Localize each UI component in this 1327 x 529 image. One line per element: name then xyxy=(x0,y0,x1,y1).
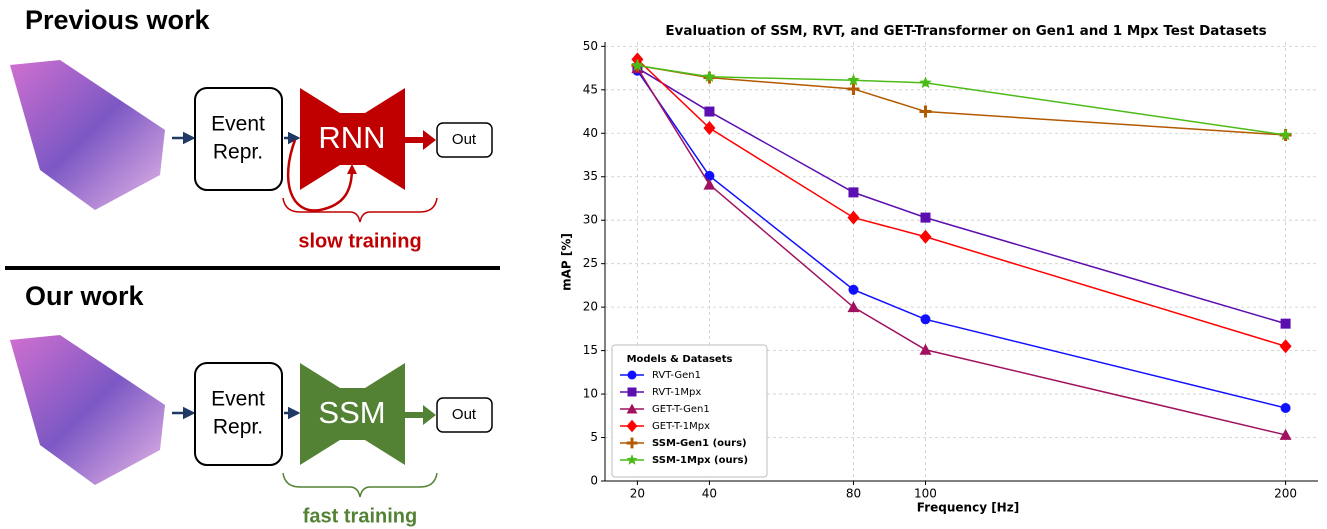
series-line xyxy=(637,64,1286,136)
y-tick-label: 30 xyxy=(583,213,598,227)
brace xyxy=(282,472,438,498)
legend-title: Models & Datasets xyxy=(627,354,733,365)
repr-box xyxy=(194,362,283,466)
point xyxy=(704,170,715,181)
box-label: Repr. xyxy=(213,416,263,439)
point xyxy=(703,121,716,136)
legend-box xyxy=(611,344,768,478)
event-cloud xyxy=(10,335,165,485)
brace xyxy=(282,197,438,223)
legend-label: RVT-Gen1 xyxy=(652,370,701,381)
ssm-block xyxy=(300,363,405,465)
x-axis-label: Frequency [Hz] xyxy=(917,501,1019,515)
legend: Models & Datasets RVT-Gen1 RVT-1Mpx GET-T-G… xyxy=(611,344,768,478)
x-tick-label: 40 xyxy=(702,487,717,501)
legend-label: SSM-1Mpx (ours) xyxy=(652,455,748,466)
point xyxy=(919,229,932,244)
y-tick-label: 25 xyxy=(583,256,598,270)
point xyxy=(847,73,860,86)
point xyxy=(631,59,644,71)
box-label: Repr. xyxy=(213,141,263,164)
heading: Our work xyxy=(25,281,145,311)
x-tick-label: 100 xyxy=(914,487,937,501)
point xyxy=(1279,428,1292,440)
point xyxy=(847,82,860,95)
box-label: Event xyxy=(211,388,265,411)
point xyxy=(1280,402,1291,413)
heading: Previous work xyxy=(25,5,211,35)
x-tick-label: 200 xyxy=(1274,487,1297,501)
point xyxy=(847,301,860,313)
point xyxy=(848,187,859,198)
note: slow training xyxy=(298,230,421,252)
point xyxy=(1279,339,1292,354)
y-tick-label: 35 xyxy=(583,169,598,183)
legend-marker xyxy=(627,387,637,397)
x-tick-label: 80 xyxy=(846,487,861,501)
legend-label: SSM-Gen1 (ours) xyxy=(652,438,747,449)
chart: Evaluation of SSM, RVT, and GET-Transfor… xyxy=(560,23,1318,515)
repr-box xyxy=(194,87,283,191)
y-tick-label: 0 xyxy=(590,474,598,488)
arrow-head xyxy=(423,130,436,150)
arrow-head xyxy=(423,405,436,425)
point xyxy=(703,70,716,82)
y-tick-label: 15 xyxy=(583,343,598,357)
point xyxy=(919,105,932,118)
note: fast training xyxy=(303,505,417,527)
legend-marker xyxy=(626,419,638,433)
point xyxy=(848,284,859,295)
y-tick-label: 5 xyxy=(590,430,598,444)
point xyxy=(919,76,932,89)
series-line xyxy=(637,64,1286,136)
block-label: RNN xyxy=(318,120,385,155)
legend-marker xyxy=(626,454,638,465)
y-tick-label: 10 xyxy=(583,387,598,401)
point xyxy=(919,343,932,355)
series-line xyxy=(636,58,1286,347)
out-label: Out xyxy=(452,131,477,148)
point xyxy=(1279,128,1292,141)
y-tick-label: 20 xyxy=(583,300,598,314)
out-box xyxy=(436,122,493,158)
legend-marker xyxy=(627,370,637,380)
out-label: Out xyxy=(452,406,477,423)
point xyxy=(703,178,716,190)
y-axis-label: mAP [%] xyxy=(560,233,574,291)
y-tick-label: 40 xyxy=(583,126,598,140)
point xyxy=(847,210,860,225)
y-tick-label: 50 xyxy=(583,39,598,53)
chart-title: Evaluation of SSM, RVT, and GET-Transfor… xyxy=(665,23,1266,39)
legend-marker xyxy=(626,403,638,414)
event-cloud xyxy=(10,60,165,210)
recurrence xyxy=(286,139,357,212)
point xyxy=(1280,318,1291,329)
point xyxy=(920,314,931,325)
legend-marker xyxy=(626,437,638,449)
legend-label: RVT-1Mpx xyxy=(652,387,701,398)
point xyxy=(704,106,715,117)
point xyxy=(920,212,931,223)
y-tick-label: 45 xyxy=(583,82,598,96)
x-tick-label: 20 xyxy=(630,487,645,501)
legend-label: GET-T-1Mpx xyxy=(652,421,710,432)
out-box xyxy=(436,397,493,433)
box-label: Event xyxy=(211,113,265,136)
block-label: SSM xyxy=(318,395,385,430)
legend-label: GET-T-Gen1 xyxy=(652,404,710,415)
rnn-block xyxy=(300,88,405,190)
